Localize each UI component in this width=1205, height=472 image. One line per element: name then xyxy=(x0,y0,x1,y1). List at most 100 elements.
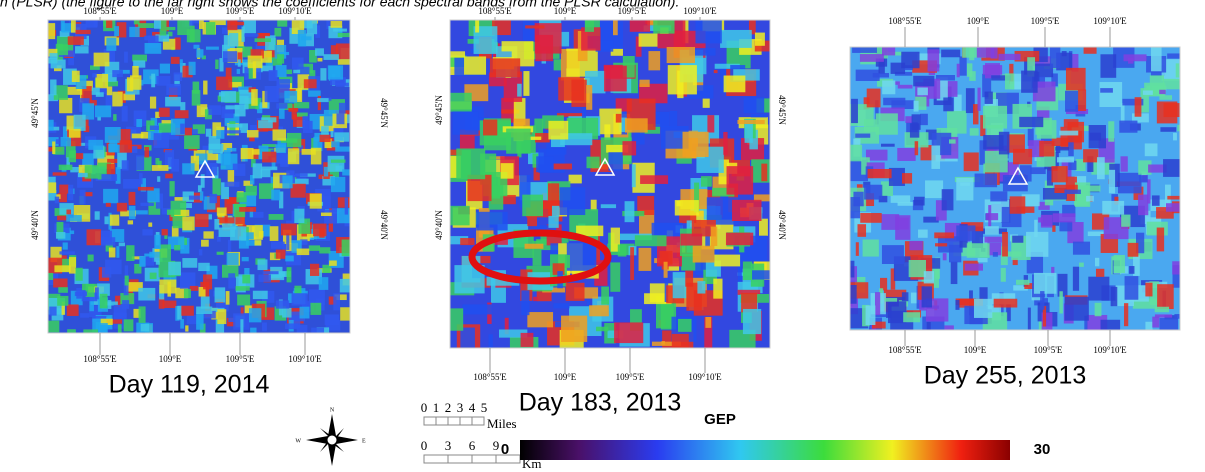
map-patch xyxy=(903,312,920,322)
map-patch xyxy=(177,19,189,35)
map-patch xyxy=(610,262,620,291)
map-patch xyxy=(1095,303,1102,316)
top-tick-label: 109°5'E xyxy=(1031,16,1060,26)
map-patch xyxy=(310,264,319,276)
map-patch xyxy=(601,287,609,305)
map-patch xyxy=(287,70,293,75)
compass-e: E xyxy=(362,438,366,444)
map-patch xyxy=(552,206,559,217)
map-patch xyxy=(286,233,289,250)
map-patch xyxy=(942,189,954,210)
map-patch xyxy=(217,309,226,324)
map-patch xyxy=(171,57,180,64)
map-patch xyxy=(697,281,705,293)
map-patch xyxy=(297,113,308,117)
map-patch xyxy=(695,15,721,43)
map-patch xyxy=(442,206,470,226)
map-patch xyxy=(60,137,70,146)
map-patch xyxy=(683,132,709,157)
map-patch xyxy=(149,252,160,258)
top-tick-label: 109°E xyxy=(967,16,990,26)
map-patch xyxy=(1121,215,1130,227)
map-patch xyxy=(558,77,584,100)
map-patch xyxy=(967,243,990,258)
map-patch xyxy=(1053,213,1076,222)
map-patch xyxy=(604,66,627,92)
map-patch xyxy=(1010,196,1026,213)
map-patch xyxy=(707,115,714,132)
map-patch xyxy=(975,174,997,188)
map-patch xyxy=(253,212,263,218)
miles-tick-label: 3 xyxy=(457,400,464,415)
map-patch xyxy=(174,37,180,49)
map-patch xyxy=(569,175,582,184)
map-patch xyxy=(743,309,761,334)
map-patch xyxy=(342,240,350,257)
map-patch xyxy=(713,279,722,299)
map-patch xyxy=(68,185,73,201)
map-patch xyxy=(1039,141,1054,157)
map-patch xyxy=(561,316,587,342)
map-patch xyxy=(277,54,284,63)
map-patch xyxy=(1064,190,1080,194)
map-patch xyxy=(201,174,205,188)
map-patch xyxy=(1164,103,1187,117)
map-patch xyxy=(625,118,648,132)
map-patch xyxy=(318,96,321,110)
map-patch xyxy=(308,90,321,96)
map-patch xyxy=(180,319,184,329)
map-patch xyxy=(88,140,103,150)
map-patch xyxy=(258,259,268,270)
map-patch xyxy=(101,174,117,181)
map-patch xyxy=(1051,166,1067,182)
map-patch xyxy=(288,148,299,164)
map-patch xyxy=(203,231,213,238)
map-patch xyxy=(897,148,915,161)
map-patch xyxy=(630,20,650,31)
map-patch xyxy=(282,175,292,188)
miles-tick-label: 1 xyxy=(433,400,440,415)
map-patch xyxy=(517,84,522,97)
map-patch xyxy=(957,64,960,78)
map-patch xyxy=(112,70,123,77)
map-patch xyxy=(301,36,311,40)
map-patch xyxy=(994,299,1018,308)
map-patch xyxy=(116,246,119,258)
map-patch xyxy=(1040,291,1044,310)
map-patch xyxy=(86,284,95,297)
map-patch xyxy=(751,114,767,117)
map-patch xyxy=(165,174,172,179)
map-patch xyxy=(157,176,160,182)
map-patch xyxy=(1096,269,1104,277)
map-patch xyxy=(891,195,911,203)
bottom-tick-label: 108°55'E xyxy=(473,372,507,382)
map-patch xyxy=(114,26,119,36)
map-patch xyxy=(855,134,870,138)
map-patch xyxy=(1167,196,1186,200)
map-patch xyxy=(664,262,668,278)
map-patch xyxy=(163,301,177,308)
map-patch xyxy=(1173,133,1177,141)
map-patch xyxy=(1064,297,1088,321)
map-patch xyxy=(462,304,492,314)
map-patch xyxy=(951,262,958,284)
map-patch xyxy=(701,176,712,187)
map-patch xyxy=(189,26,194,43)
miles-tick-label: 4 xyxy=(469,400,476,415)
map-patch xyxy=(270,226,279,241)
map-patch xyxy=(88,255,94,262)
map-patch xyxy=(154,17,161,29)
map-patch xyxy=(107,87,112,96)
map-patch xyxy=(632,164,636,187)
bottom-tick-label: 109°5'E xyxy=(226,354,255,364)
map-patch xyxy=(72,71,80,82)
map-patch xyxy=(56,232,65,239)
map-patch xyxy=(1059,291,1062,313)
map-patch xyxy=(1135,97,1142,117)
map-patch xyxy=(320,135,331,142)
map-patch xyxy=(125,265,128,277)
map-patch xyxy=(885,298,898,302)
map-patch xyxy=(553,164,572,170)
map-patch xyxy=(965,264,983,271)
map-patch xyxy=(78,173,88,177)
